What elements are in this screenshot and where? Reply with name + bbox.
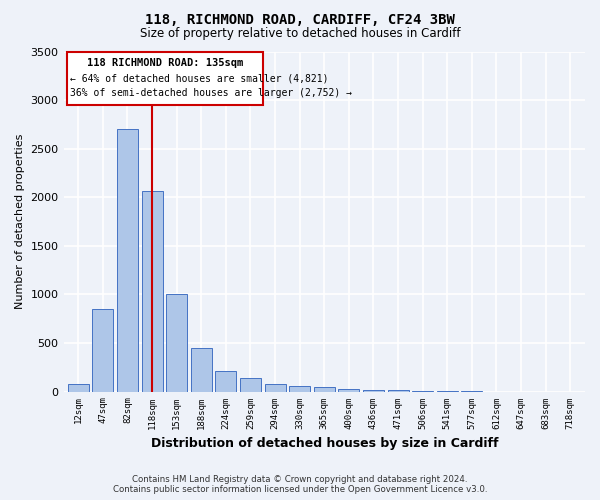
Bar [142, 192, 163, 392]
Bar [191, 348, 212, 392]
Text: 118 RICHMOND ROAD: 135sqm: 118 RICHMOND ROAD: 135sqm [87, 58, 243, 68]
X-axis label: Distribution of detached houses by size in Cardiff: Distribution of detached houses by size … [151, 437, 498, 450]
Bar [215, 371, 236, 392]
Text: Contains HM Land Registry data © Crown copyright and database right 2024.
Contai: Contains HM Land Registry data © Crown c… [113, 474, 487, 494]
Text: Size of property relative to detached houses in Cardiff: Size of property relative to detached ho… [140, 28, 460, 40]
Bar [412, 390, 433, 392]
Bar [68, 384, 89, 392]
Bar [117, 129, 138, 392]
Bar [363, 390, 384, 392]
Text: 118, RICHMOND ROAD, CARDIFF, CF24 3BW: 118, RICHMOND ROAD, CARDIFF, CF24 3BW [145, 12, 455, 26]
Text: ← 64% of detached houses are smaller (4,821): ← 64% of detached houses are smaller (4,… [70, 74, 328, 84]
Bar [166, 294, 187, 392]
Bar [338, 388, 359, 392]
Y-axis label: Number of detached properties: Number of detached properties [15, 134, 25, 309]
Text: 36% of semi-detached houses are larger (2,752) →: 36% of semi-detached houses are larger (… [70, 88, 352, 99]
Bar [314, 386, 335, 392]
Bar [289, 386, 310, 392]
FancyBboxPatch shape [67, 52, 263, 105]
Bar [240, 378, 261, 392]
Bar [388, 390, 409, 392]
Bar [92, 309, 113, 392]
Bar [265, 384, 286, 392]
